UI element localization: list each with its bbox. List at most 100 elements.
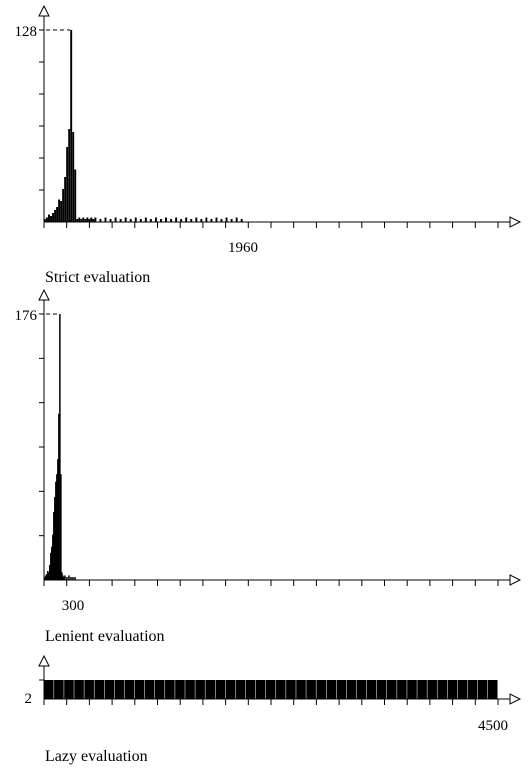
histogram-bar bbox=[387, 680, 397, 699]
histogram-bar bbox=[215, 680, 226, 699]
panel-title: Strict evaluation bbox=[45, 269, 150, 286]
histogram-bar bbox=[54, 496, 56, 580]
histogram-bar bbox=[144, 680, 155, 699]
histogram-bar bbox=[70, 30, 73, 222]
histogram-bar bbox=[60, 474, 62, 580]
histogram-bar bbox=[55, 481, 57, 580]
histogram-bar bbox=[154, 680, 165, 699]
histogram-bar bbox=[225, 217, 228, 222]
histogram-bar bbox=[68, 575, 70, 580]
x-tick-label: 4500 bbox=[478, 718, 508, 734]
x-axis-arrow bbox=[509, 216, 522, 228]
histogram-bar bbox=[200, 219, 203, 222]
histogram-bar bbox=[180, 219, 183, 222]
histogram-bar bbox=[336, 680, 347, 699]
histogram-bar bbox=[124, 217, 127, 222]
histogram-bar bbox=[56, 474, 58, 580]
lenient-evaluation-panel: 176 300 Lenient evaluation bbox=[15, 288, 522, 645]
histogram-bar bbox=[170, 219, 173, 222]
histogram-bar bbox=[56, 207, 59, 222]
histogram-bar bbox=[78, 217, 81, 222]
histogram-bar bbox=[316, 680, 326, 699]
histogram-bar bbox=[61, 572, 63, 580]
histogram-bar bbox=[195, 680, 205, 699]
histogram-bar bbox=[240, 219, 243, 222]
histogram-bar bbox=[467, 680, 478, 699]
histogram-bar bbox=[235, 680, 246, 699]
strict-evaluation-panel: 128 1960 Strict evaluation bbox=[15, 4, 522, 286]
y-max-tick-label: 2 bbox=[25, 691, 33, 707]
histogram-bar bbox=[427, 680, 437, 699]
histogram-bar bbox=[92, 219, 95, 222]
histogram-bar bbox=[286, 680, 296, 699]
lazy-evaluation-panel: 2 4500 Lazy evaluation bbox=[25, 654, 522, 765]
histogram-bar bbox=[205, 217, 208, 222]
histogram-bar bbox=[74, 169, 77, 222]
histogram-bar bbox=[134, 217, 137, 222]
histogram-bar bbox=[49, 564, 51, 580]
histogram-bar bbox=[52, 534, 54, 580]
histogram-bar bbox=[60, 201, 63, 222]
histogram-bar bbox=[175, 217, 178, 222]
histogram-bar bbox=[54, 210, 57, 222]
histogram-bar bbox=[94, 217, 97, 222]
histogram-bar bbox=[225, 680, 236, 699]
histogram-bar bbox=[52, 213, 54, 222]
histogram-bar bbox=[190, 219, 193, 222]
histogram-bar bbox=[326, 680, 337, 699]
histogram-bar bbox=[175, 680, 185, 699]
histogram-bar bbox=[72, 132, 75, 222]
histogram-bar bbox=[50, 552, 52, 580]
histogram-bar bbox=[44, 680, 54, 699]
histogram-bar bbox=[160, 219, 162, 222]
histogram-bar bbox=[44, 219, 46, 222]
histogram-bar bbox=[57, 459, 59, 580]
histogram-bar bbox=[104, 680, 115, 699]
histogram-bar bbox=[109, 219, 112, 222]
histogram-bar bbox=[46, 573, 48, 580]
histogram-bar bbox=[94, 680, 105, 699]
y-max-tick-label: 128 bbox=[15, 24, 38, 40]
histogram-bar bbox=[80, 219, 83, 222]
histogram-bar bbox=[64, 680, 74, 699]
histogram-bar bbox=[276, 680, 286, 699]
histogram-bar bbox=[210, 219, 213, 222]
histogram-bar bbox=[64, 177, 67, 222]
histogram-bar bbox=[245, 680, 256, 699]
histogram-bar bbox=[66, 576, 68, 580]
histogram-bar bbox=[220, 219, 223, 222]
histogram-bar bbox=[90, 217, 93, 222]
histogram-bar bbox=[99, 219, 102, 222]
histogram-bar bbox=[64, 575, 66, 580]
histogram-bar bbox=[144, 217, 147, 222]
histogram-bar bbox=[84, 680, 94, 699]
histogram-bar bbox=[235, 217, 238, 222]
histogram-bar bbox=[54, 680, 64, 699]
histogram-bar bbox=[397, 680, 407, 699]
histogram-bar bbox=[58, 199, 61, 222]
histogram-bar bbox=[45, 575, 47, 580]
histogram-bar bbox=[66, 147, 69, 222]
y-axis-arrow bbox=[38, 4, 50, 17]
histogram-bar bbox=[76, 219, 79, 222]
histogram-bar bbox=[487, 680, 498, 699]
histogram-bar bbox=[72, 576, 74, 580]
histogram-bar bbox=[477, 680, 488, 699]
histogram-bar bbox=[44, 576, 46, 580]
histogram-bar bbox=[255, 680, 266, 699]
y-axis-arrow bbox=[38, 654, 50, 667]
histogram-bar bbox=[114, 680, 125, 699]
histogram-bar bbox=[70, 576, 72, 580]
histogram-bar bbox=[457, 680, 468, 699]
histogram-bar bbox=[265, 680, 276, 699]
histogram-bar bbox=[366, 680, 377, 699]
histogram-bar bbox=[53, 511, 55, 580]
histogram-bar bbox=[185, 680, 195, 699]
histogram-bar bbox=[129, 219, 132, 222]
histogram-bar bbox=[50, 216, 52, 222]
panel-title: Lazy evaluation bbox=[45, 748, 148, 765]
x-tick-label: 300 bbox=[62, 598, 85, 614]
histogram-bar bbox=[114, 217, 117, 222]
histogram-bar bbox=[63, 576, 65, 580]
